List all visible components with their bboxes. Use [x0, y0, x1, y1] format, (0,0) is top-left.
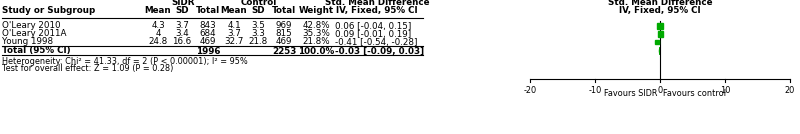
Text: IV, Fixed, 95% CI: IV, Fixed, 95% CI — [336, 6, 418, 15]
Text: 21.8%: 21.8% — [302, 38, 330, 46]
Text: 4.1: 4.1 — [227, 21, 241, 31]
Text: 42.8%: 42.8% — [302, 21, 330, 31]
Text: 815: 815 — [276, 29, 292, 38]
Text: 3.3: 3.3 — [251, 29, 265, 38]
Text: 3.4: 3.4 — [175, 29, 189, 38]
Text: Test for overall effect: Z = 1.09 (P = 0.28): Test for overall effect: Z = 1.09 (P = 0… — [2, 64, 174, 74]
Text: -0.03 [-0.09, 0.03]: -0.03 [-0.09, 0.03] — [335, 46, 424, 55]
Text: 0.06 [-0.04, 0.15]: 0.06 [-0.04, 0.15] — [335, 21, 411, 31]
Text: 3.7: 3.7 — [175, 21, 189, 31]
Text: Mean: Mean — [221, 6, 247, 15]
Text: Weight: Weight — [298, 6, 334, 15]
Text: 969: 969 — [276, 21, 292, 31]
Text: IV, Fixed, 95% CI: IV, Fixed, 95% CI — [619, 6, 701, 15]
Text: 1996: 1996 — [196, 46, 220, 55]
Text: Std. Mean Difference: Std. Mean Difference — [325, 0, 430, 7]
Text: 843: 843 — [200, 21, 216, 31]
Text: O'Leary 2011A: O'Leary 2011A — [2, 29, 66, 38]
Text: 684: 684 — [200, 29, 216, 38]
Text: Mean: Mean — [145, 6, 171, 15]
Text: 3.5: 3.5 — [251, 21, 265, 31]
Text: Study or Subgroup: Study or Subgroup — [2, 6, 95, 15]
Text: SD: SD — [175, 6, 189, 15]
Text: 469: 469 — [200, 38, 216, 46]
Text: -20: -20 — [523, 86, 537, 95]
Text: O'Leary 2010: O'Leary 2010 — [2, 21, 61, 31]
Text: -0.41 [-0.54, -0.28]: -0.41 [-0.54, -0.28] — [335, 38, 418, 46]
Text: Control: Control — [241, 0, 277, 7]
Bar — [655, 40, 659, 44]
Text: 16.6: 16.6 — [173, 38, 191, 46]
Text: -10: -10 — [588, 86, 602, 95]
Text: Heterogeneity: Chi² = 41.33, df = 2 (P < 0.00001); I² = 95%: Heterogeneity: Chi² = 41.33, df = 2 (P <… — [2, 57, 248, 66]
Text: SIDR: SIDR — [171, 0, 194, 7]
Text: 4: 4 — [155, 29, 161, 38]
Text: 2253: 2253 — [272, 46, 296, 55]
Text: Total: Total — [196, 6, 220, 15]
Text: Total: Total — [272, 6, 296, 15]
Text: 24.8: 24.8 — [148, 38, 168, 46]
Text: 3.7: 3.7 — [227, 29, 241, 38]
Text: Young 1998: Young 1998 — [2, 38, 53, 46]
Text: 10: 10 — [720, 86, 730, 95]
Text: 20: 20 — [785, 86, 795, 95]
Text: 35.3%: 35.3% — [302, 29, 330, 38]
Text: 21.8: 21.8 — [248, 38, 268, 46]
Text: 100.0%: 100.0% — [298, 46, 334, 55]
Text: 4.3: 4.3 — [151, 21, 165, 31]
Text: Total (95% CI): Total (95% CI) — [2, 46, 70, 55]
Text: Std. Mean Difference: Std. Mean Difference — [608, 0, 712, 7]
Text: 469: 469 — [276, 38, 292, 46]
Text: Favours control: Favours control — [663, 88, 726, 98]
Bar — [658, 23, 663, 29]
Text: 32.7: 32.7 — [224, 38, 244, 46]
Text: Favours SIDR: Favours SIDR — [604, 88, 657, 98]
Text: 0.09 [-0.01, 0.19]: 0.09 [-0.01, 0.19] — [335, 29, 411, 38]
Text: 0: 0 — [658, 86, 662, 95]
Bar — [658, 31, 663, 37]
Text: SD: SD — [251, 6, 265, 15]
